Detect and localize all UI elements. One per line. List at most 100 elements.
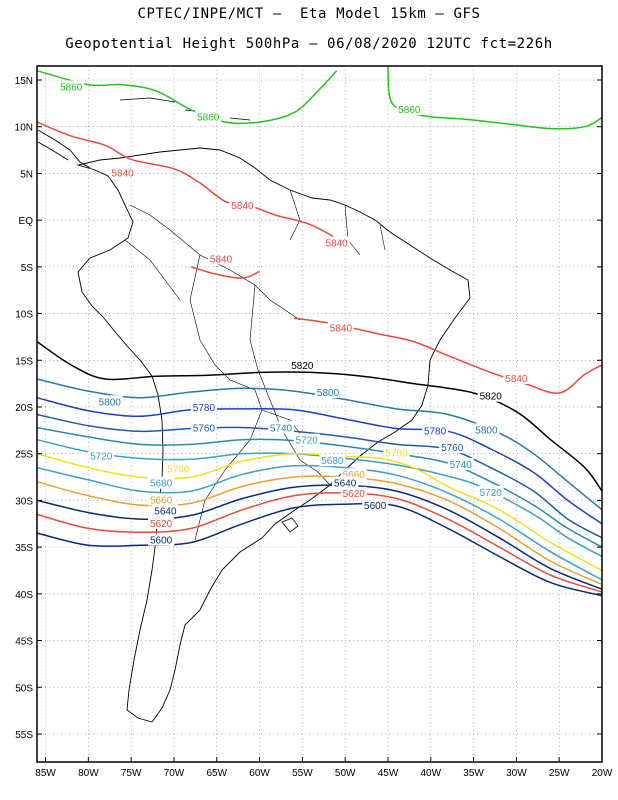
lat-tick-label: 25S xyxy=(15,450,33,461)
contour-5620: 5620 5620 xyxy=(36,486,603,593)
contour-label-bg xyxy=(190,400,217,413)
contour-label-bg xyxy=(289,358,316,371)
contour-5840: 5840 5840 xyxy=(293,317,603,394)
lon-tick-label: 40W xyxy=(421,768,442,779)
lon-tick-label: 65W xyxy=(206,768,227,779)
contour-5860: 5860 5860 xyxy=(36,69,338,125)
contour-label: 5760 xyxy=(441,443,464,454)
contour-label-bg xyxy=(422,424,449,437)
contour-line xyxy=(36,475,603,586)
contour-label-bg xyxy=(473,423,500,436)
contour-label: 5760 xyxy=(193,423,216,434)
contour-5760: 5760 5760 xyxy=(36,413,603,539)
contour-5840: 5840 5840 5840 xyxy=(36,121,350,250)
contour-line xyxy=(36,413,603,539)
contour-label-bg xyxy=(148,533,175,546)
lat-tick-label: 10S xyxy=(15,310,33,321)
contour-label-bg xyxy=(477,485,504,498)
contour-label: 5840 xyxy=(330,324,353,335)
contour-label-bg xyxy=(323,236,350,249)
contour-label: 5680 xyxy=(150,479,173,490)
lon-tick-label: 70W xyxy=(164,768,185,779)
contour-line xyxy=(36,426,603,548)
contour-5680: 5680 5680 xyxy=(36,454,603,581)
contour-label: 5740 xyxy=(270,423,293,434)
contour-label-bg xyxy=(96,395,123,408)
contour-label: 5840 xyxy=(210,254,233,265)
contour-label: 5740 xyxy=(450,460,473,471)
contour-label: 5780 xyxy=(424,426,447,437)
lat-tick-label: 50S xyxy=(15,683,33,694)
contour-line xyxy=(36,378,603,511)
lon-tick-label: 45W xyxy=(378,768,399,779)
lat-tick-label: 20S xyxy=(15,403,33,414)
contour-label-bg xyxy=(148,476,175,489)
central-america-coastline xyxy=(37,129,91,169)
contour-label: 5720 xyxy=(90,452,113,463)
lat-tick-label: 15S xyxy=(15,356,33,367)
caribbean-islands xyxy=(119,97,251,121)
lat-tick-label: EQ xyxy=(19,216,34,227)
lat-tick-label: 55S xyxy=(15,730,33,741)
contour-line xyxy=(36,340,603,492)
lon-tick-label: 35W xyxy=(463,768,484,779)
lat-tick-label: 15N xyxy=(15,76,33,87)
contour-5800: 5800 5800 5800 xyxy=(36,378,603,511)
contour-5840: 5840 xyxy=(190,252,260,279)
contour-label-bg xyxy=(327,321,354,334)
lon-tick-label: 55W xyxy=(292,768,313,779)
contour-label-bg xyxy=(148,493,175,506)
contour-5660: 5660 5660 xyxy=(36,468,603,586)
contour-label: 5660 xyxy=(343,470,366,481)
lon-tick-label: 50W xyxy=(335,768,356,779)
contour-label-bg xyxy=(195,110,222,123)
geopotential-contours: 5860586058605840584058405840584058405820… xyxy=(36,65,603,597)
lon-tick-label: 30W xyxy=(506,768,527,779)
contour-label: 5720 xyxy=(480,488,503,499)
lat-tick-label: 35S xyxy=(15,543,33,554)
contour-label: 5600 xyxy=(364,501,387,512)
contour-label: 5860 xyxy=(197,112,220,123)
contour-label-bg xyxy=(165,462,192,475)
contour-5780: 5780 5780 xyxy=(36,396,603,525)
contour-line xyxy=(36,121,346,245)
contour-label: 5700 xyxy=(167,465,190,476)
contour-label: 5840 xyxy=(325,239,348,250)
contour-5600: 5600 5600 xyxy=(36,499,603,597)
contour-label-bg xyxy=(477,389,504,402)
contour-label-bg xyxy=(148,516,175,529)
contour-label-bg xyxy=(267,421,294,434)
contour-label-bg xyxy=(109,166,136,179)
contour-line xyxy=(387,65,603,130)
contour-5860: 5860 xyxy=(387,65,603,130)
contour-label-bg xyxy=(293,433,320,446)
contour-label: 5840 xyxy=(505,374,528,385)
contour-line xyxy=(36,396,603,525)
contour-label: 5640 xyxy=(334,479,357,490)
south-america-coastline xyxy=(76,147,471,723)
contour-label-bg xyxy=(315,385,342,398)
contour-label-bg xyxy=(332,476,359,489)
contour-label: 5820 xyxy=(480,392,503,403)
contour-line xyxy=(36,464,603,581)
contour-label-bg xyxy=(208,252,235,265)
contour-label: 5700 xyxy=(385,449,408,460)
map-title-line-1: CPTEC/INPE/MCT – Eta Model 15km – GFS xyxy=(137,6,481,22)
lon-tick-label: 20W xyxy=(592,768,613,779)
lon-tick-label: 85W xyxy=(35,768,56,779)
contour-label-bg xyxy=(396,102,423,115)
lat-tick-label: 40S xyxy=(15,590,33,601)
contour-label: 5860 xyxy=(398,105,421,116)
contour-line xyxy=(36,69,338,125)
contour-line xyxy=(36,452,603,572)
contour-label: 5620 xyxy=(343,489,366,500)
contour-label: 5780 xyxy=(193,403,216,414)
contour-label: 5820 xyxy=(291,361,314,372)
lat-tick-label: 45S xyxy=(15,637,33,648)
contour-label-bg xyxy=(229,199,256,212)
contour-line xyxy=(190,266,260,279)
contour-label-bg xyxy=(383,446,410,459)
axes: 15N 10N 5N EQ 5S 10S 15S 20S 25S 30S 35S 40S 45S 50S 5… xyxy=(15,76,613,779)
contour-line xyxy=(36,484,603,590)
